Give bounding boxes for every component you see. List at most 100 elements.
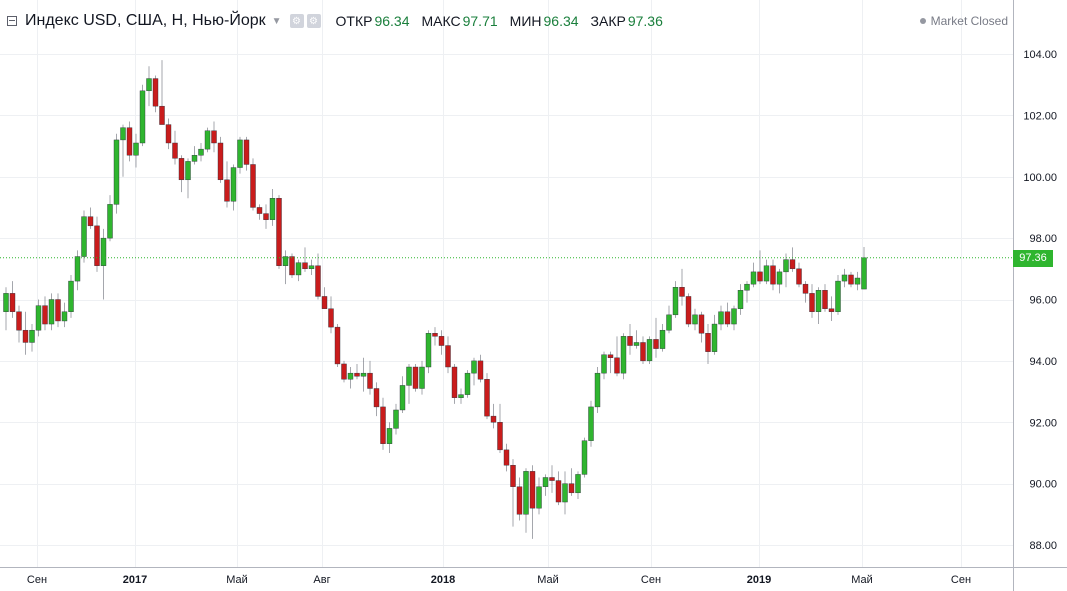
- candle-body: [432, 333, 438, 337]
- candle-body: [848, 274, 854, 285]
- candle: [178, 155, 185, 193]
- candle: [744, 281, 750, 303]
- ohlc-open: ОТКР 96.34: [335, 13, 410, 29]
- candle-body: [22, 329, 29, 343]
- candle-body: [471, 360, 477, 374]
- candle-body: [217, 142, 224, 181]
- candle: [724, 302, 731, 328]
- candle: [666, 305, 672, 334]
- symbol-title[interactable]: Индекс USD, США, H, Нью-Йорк: [25, 12, 266, 29]
- candle: [523, 468, 529, 533]
- candle: [35, 299, 42, 337]
- candle: [763, 259, 770, 285]
- candle: [529, 465, 536, 539]
- chevron-down-icon[interactable]: ▼: [271, 15, 282, 27]
- candle: [133, 133, 139, 168]
- candle-body: [484, 379, 490, 417]
- candle: [848, 271, 854, 288]
- market-status-label: Market Closed: [930, 14, 1008, 28]
- candle-body: [809, 293, 815, 312]
- candle-body: [711, 323, 718, 352]
- candle-body: [68, 280, 74, 312]
- candle-body: [835, 280, 841, 312]
- x-tick-label: Май: [851, 574, 873, 586]
- candle: [42, 296, 48, 331]
- candle: [581, 437, 588, 478]
- candle-body: [672, 287, 679, 316]
- candle-body: [633, 342, 640, 346]
- candle: [770, 259, 776, 291]
- candle: [815, 287, 822, 325]
- candle: [347, 367, 354, 389]
- candle: [3, 287, 9, 331]
- candle: [237, 136, 243, 174]
- candle: [9, 281, 16, 318]
- candle: [204, 127, 211, 153]
- candle: [321, 287, 328, 309]
- candle: [185, 158, 191, 199]
- candle: [68, 274, 74, 318]
- candle-body: [588, 406, 594, 441]
- candle: [217, 136, 224, 183]
- y-tick-label: 100.00: [1023, 172, 1057, 184]
- candle-body: [536, 486, 542, 509]
- candle-body: [419, 366, 425, 389]
- candle-body: [523, 471, 529, 515]
- candle: [263, 204, 269, 229]
- candle-body: [861, 257, 867, 290]
- candle: [549, 465, 555, 493]
- status-dot-icon: [919, 18, 926, 24]
- candle: [588, 400, 594, 447]
- candle-body: [100, 237, 107, 266]
- gear-icon[interactable]: ⚙: [289, 14, 304, 28]
- candle-body: [328, 308, 334, 328]
- candle-body: [276, 198, 282, 266]
- candle: [211, 121, 217, 153]
- candle: [640, 336, 646, 364]
- candle-body: [724, 311, 731, 325]
- candle: [380, 397, 386, 450]
- candle-body: [438, 336, 445, 346]
- candle: [653, 317, 659, 358]
- candle: [750, 262, 757, 288]
- candle: [295, 259, 302, 282]
- candle-body: [367, 372, 373, 389]
- candle: [555, 471, 562, 506]
- candle: [464, 370, 471, 398]
- candle: [152, 75, 159, 113]
- candle-body: [737, 290, 744, 309]
- candle-body: [770, 265, 776, 285]
- candle-body: [321, 296, 328, 309]
- market-status: Market Closed: [919, 14, 1008, 28]
- candle: [328, 296, 334, 334]
- y-tick-label: 104.00: [1023, 49, 1057, 61]
- candle: [627, 324, 633, 355]
- candle-body: [211, 130, 217, 144]
- candle-body: [763, 265, 770, 282]
- candle: [399, 376, 406, 414]
- candle-body: [354, 372, 360, 377]
- settings-icon[interactable]: ⚙: [306, 14, 321, 28]
- candle: [510, 459, 516, 527]
- candle-body: [529, 471, 536, 509]
- candle-body: [139, 90, 146, 144]
- candle-body: [9, 293, 16, 312]
- candle: [16, 305, 22, 343]
- candle: [165, 118, 172, 150]
- candle-body: [744, 283, 750, 291]
- y-tick-label: 98.00: [1029, 233, 1057, 245]
- candle-body: [87, 216, 94, 227]
- candle-body: [289, 256, 295, 276]
- candle: [542, 474, 549, 496]
- candle-body: [48, 299, 55, 325]
- candle-body: [126, 127, 133, 156]
- candle: [315, 253, 321, 300]
- y-tick-label: 88.00: [1029, 540, 1057, 552]
- candle: [230, 164, 237, 211]
- candle-body: [731, 308, 737, 325]
- candle: [87, 207, 94, 229]
- x-tick-label: 2017: [123, 574, 147, 586]
- candle: [458, 388, 464, 404]
- collapse-icon[interactable]: [7, 16, 17, 26]
